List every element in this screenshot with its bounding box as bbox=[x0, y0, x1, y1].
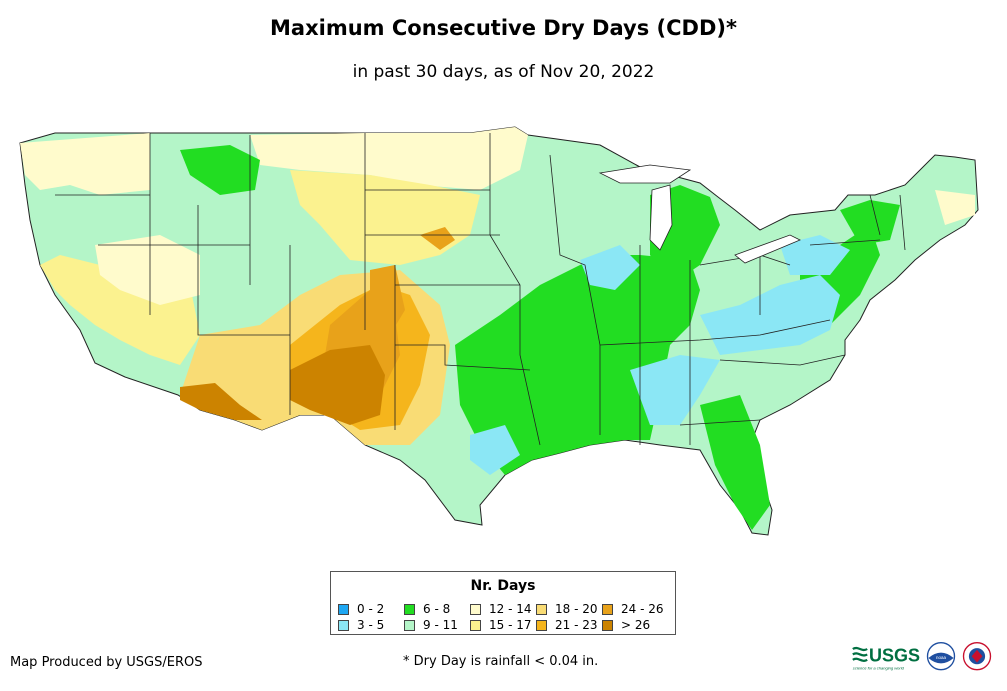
legend-label: 21 - 23 bbox=[555, 618, 598, 632]
legend-swatch bbox=[536, 619, 547, 631]
legend-item: 15 - 17 bbox=[470, 618, 532, 632]
noaa-logo-text: noaa bbox=[936, 655, 947, 660]
nws-logo bbox=[962, 642, 992, 671]
zone-ohio-3-5 bbox=[700, 275, 840, 355]
legend-swatch bbox=[602, 603, 613, 615]
legend-item: 6 - 8 bbox=[404, 602, 450, 616]
legend-swatch bbox=[338, 603, 349, 615]
zone-ne-3-5 bbox=[780, 235, 850, 275]
zone-az-gt26 bbox=[180, 383, 262, 420]
lake-michigan bbox=[649, 184, 673, 251]
zone-central-6-8 bbox=[455, 255, 700, 475]
legend-label: > 26 bbox=[621, 618, 651, 632]
zone-se-6-8 bbox=[700, 395, 770, 530]
zone-ne-6-8 bbox=[840, 200, 900, 245]
usgs-tagline: science for a changing world bbox=[853, 666, 905, 671]
legend-label: 15 - 17 bbox=[489, 618, 532, 632]
lake-superior bbox=[598, 164, 692, 184]
state-borders bbox=[55, 133, 906, 446]
zone-ne-24-26 bbox=[420, 227, 455, 250]
map-title: Maximum Consecutive Dry Days (CDD)* bbox=[270, 16, 737, 40]
legend-item: 24 - 26 bbox=[602, 602, 664, 616]
usgs-logo: USGS science for a changing world bbox=[852, 646, 920, 671]
zone-co-24-26 bbox=[370, 265, 405, 335]
legend-item: 9 - 11 bbox=[404, 618, 458, 632]
legend-swatch bbox=[338, 619, 349, 631]
legend-item: > 26 bbox=[602, 618, 650, 632]
zone-tx-3-5 bbox=[470, 425, 520, 475]
zone-nw-12-14 bbox=[20, 133, 150, 195]
legend-swatch bbox=[404, 619, 415, 631]
legend-label: 3 - 5 bbox=[357, 618, 385, 632]
zone-maine-12-14 bbox=[935, 190, 975, 225]
zone-nevada-12-14 bbox=[95, 235, 200, 305]
zone-mont-6-8 bbox=[180, 145, 260, 195]
legend-label: 9 - 11 bbox=[423, 618, 458, 632]
legend-label: 0 - 2 bbox=[357, 602, 385, 616]
legend-label: 6 - 8 bbox=[423, 602, 451, 616]
legend-label: 24 - 26 bbox=[621, 602, 664, 616]
map-subtitle: in past 30 days, as of Nov 20, 2022 bbox=[352, 62, 655, 82]
legend-swatch bbox=[602, 619, 613, 631]
lake-erie bbox=[734, 234, 801, 264]
cdd-map bbox=[19, 126, 979, 536]
legend-swatch bbox=[470, 619, 481, 631]
legend-item: 21 - 23 bbox=[536, 618, 598, 632]
legend-swatch bbox=[470, 603, 481, 615]
footnote-text: * Dry Day is rainfall < 0.04 in. bbox=[403, 654, 599, 669]
zone-sw-gt26 bbox=[290, 345, 385, 425]
zone-tn-3-5 bbox=[630, 355, 720, 425]
legend-label: 12 - 14 bbox=[489, 602, 532, 616]
agency-logos: USGS science for a changing world noaa bbox=[852, 642, 992, 671]
legend-item: 12 - 14 bbox=[470, 602, 532, 616]
legend-label: 18 - 20 bbox=[555, 602, 598, 616]
legend: Nr. Days 0 - 2 3 - 5 6 - 8 9 - 11 12 - 14 15 … bbox=[330, 571, 676, 635]
legend-swatch bbox=[404, 603, 415, 615]
legend-item: 3 - 5 bbox=[338, 618, 384, 632]
credit-text: Map Produced by USGS/EROS bbox=[10, 655, 203, 670]
legend-item: 0 - 2 bbox=[338, 602, 384, 616]
legend-title: Nr. Days bbox=[470, 578, 536, 594]
zone-northplains-12-14 bbox=[250, 127, 528, 190]
usgs-logo-text: USGS bbox=[869, 646, 920, 666]
zone-mo-3-5 bbox=[580, 245, 640, 290]
legend-swatch bbox=[536, 603, 547, 615]
noaa-logo: noaa bbox=[926, 642, 956, 671]
legend-item: 18 - 20 bbox=[536, 602, 598, 616]
